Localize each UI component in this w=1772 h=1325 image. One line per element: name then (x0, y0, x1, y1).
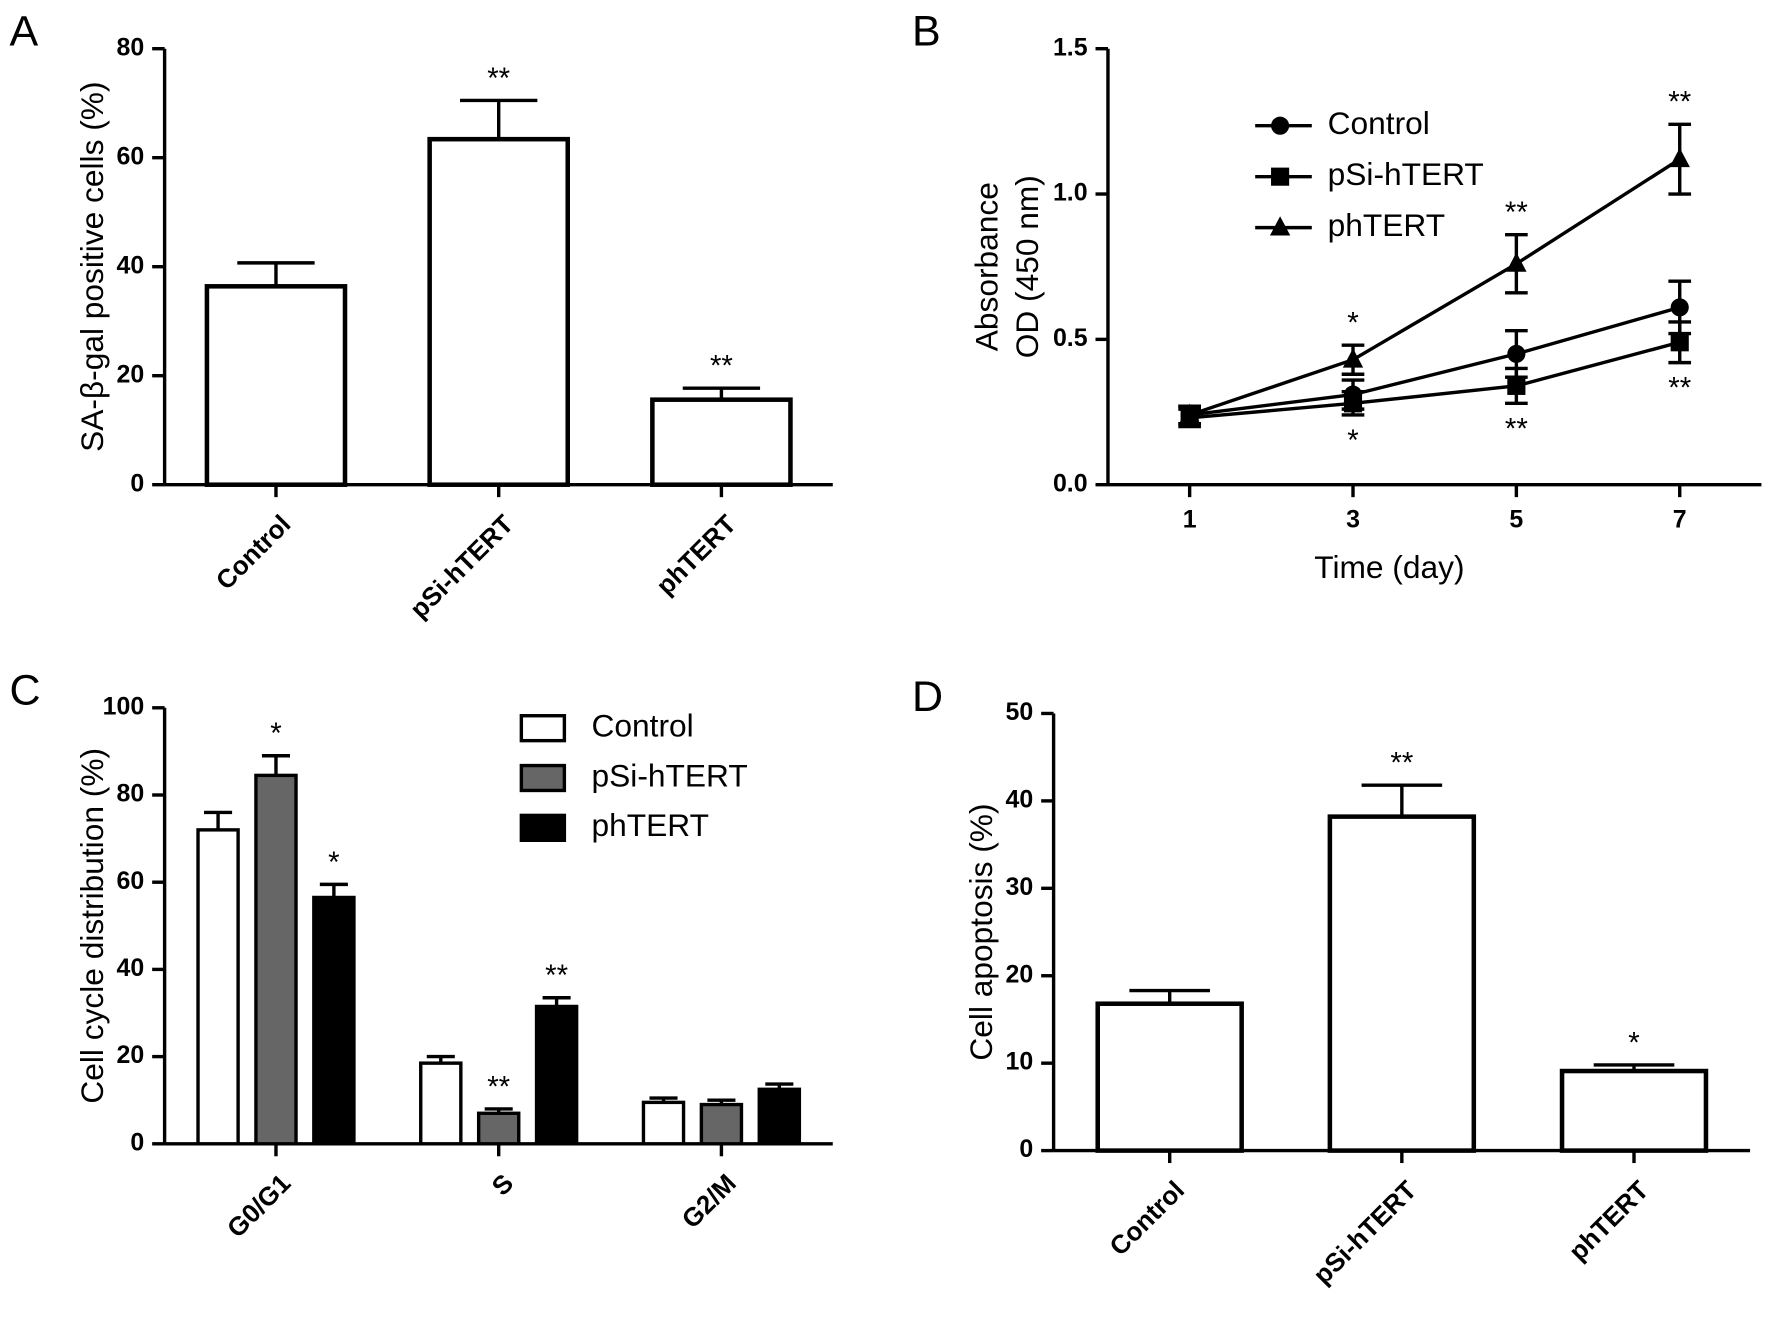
significance: ** (545, 959, 568, 992)
y-axis-title: Cell apoptosis (%) (963, 803, 999, 1060)
significance: ** (1505, 196, 1528, 229)
significance: * (328, 846, 339, 879)
marker (1506, 252, 1527, 272)
y-tick-label: 0.0 (1053, 469, 1088, 497)
legend-swatch (519, 813, 567, 842)
bar (419, 1061, 463, 1146)
significance: ** (1668, 86, 1691, 119)
y-tick-label: 0 (130, 469, 144, 497)
y-tick-label: 40 (1006, 785, 1034, 813)
bar (312, 895, 356, 1146)
y-tick-label: 0 (1019, 1135, 1033, 1163)
panel-label: D (912, 673, 943, 721)
bar (196, 828, 240, 1146)
y-tick-label: 60 (117, 142, 145, 170)
significance: ** (1390, 747, 1413, 780)
bar (427, 136, 571, 487)
legend-label: pSi-hTERT (592, 757, 748, 793)
panel-label: B (912, 7, 941, 55)
bar (254, 773, 298, 1146)
marker (1670, 333, 1689, 352)
marker (1670, 298, 1689, 317)
y-tick-label: 30 (1006, 873, 1034, 901)
marker (1179, 403, 1200, 423)
y-tick-label: 1.0 (1053, 179, 1088, 207)
bar (699, 1102, 744, 1146)
x-tick-label: Control (1103, 1175, 1190, 1262)
marker (1343, 394, 1363, 413)
marker (1507, 376, 1526, 395)
y-tick-label: 0.5 (1053, 324, 1088, 352)
y-tick-label: 20 (117, 1041, 145, 1069)
legend-label: phTERT (592, 807, 709, 843)
marker (1507, 344, 1526, 363)
y-tick-label: 40 (117, 251, 145, 279)
significance: ** (487, 1070, 510, 1103)
y-axis-title: OD (450 nm) (1009, 175, 1045, 358)
bar (204, 284, 348, 487)
significance: ** (710, 350, 733, 383)
y-tick-label: 40 (117, 954, 145, 982)
significance: ** (487, 62, 510, 95)
bar (641, 1100, 686, 1146)
y-tick-label: 10 (1006, 1048, 1034, 1076)
marker (1342, 348, 1364, 368)
marker (1669, 147, 1690, 168)
y-tick-label: 80 (117, 33, 145, 61)
legend-marker (1271, 116, 1290, 135)
bar (1327, 814, 1477, 1153)
legend-label: pSi-hTERT (1328, 156, 1484, 192)
bar (757, 1087, 802, 1146)
significance: * (1347, 307, 1358, 340)
line (1189, 340, 1681, 420)
x-tick-label: G0/G1 (221, 1168, 296, 1243)
significance: * (270, 717, 281, 750)
x-tick-label: 3 (1346, 506, 1360, 534)
legend-marker (1269, 216, 1291, 236)
legend-swatch (519, 714, 567, 743)
y-axis-title: Absorbance (968, 182, 1004, 351)
significance: * (1628, 1026, 1639, 1059)
y-tick-label: 50 (1006, 698, 1034, 726)
legend-label: phTERT (1328, 207, 1445, 243)
legend-swatch (519, 763, 567, 793)
y-tick-label: 60 (117, 867, 145, 895)
x-tick-label: phTERT (1563, 1175, 1655, 1267)
bar (1559, 1068, 1709, 1153)
y-axis-title: SA-β-gal positive cells (%) (74, 81, 110, 451)
y-tick-label: 0 (130, 1128, 144, 1156)
legend-label: Control (1328, 105, 1430, 141)
panel-label: A (9, 7, 38, 55)
legend-marker (1271, 167, 1290, 186)
x-tick-label: pSi-hTERT (404, 509, 519, 624)
y-tick-label: 100 (103, 692, 145, 720)
x-tick-label: phTERT (650, 509, 742, 601)
x-tick-label: 7 (1673, 506, 1687, 534)
bar (650, 397, 793, 487)
line (1189, 157, 1681, 417)
significance: * (1347, 424, 1358, 457)
y-tick-label: 1.5 (1053, 33, 1088, 61)
significance: ** (1668, 372, 1691, 405)
bar (1095, 1001, 1244, 1153)
panel-label: C (9, 666, 40, 714)
x-tick-label: 5 (1509, 506, 1523, 534)
x-tick-label: G2/M (676, 1168, 742, 1234)
y-axis-title: Cell cycle distribution (%) (74, 748, 110, 1104)
y-tick-label: 80 (117, 780, 145, 808)
y-tick-label: 20 (1006, 960, 1034, 988)
x-tick-label: S (486, 1168, 519, 1201)
line (1189, 305, 1681, 417)
x-tick-label: 1 (1183, 506, 1197, 534)
significance: ** (1505, 412, 1528, 445)
y-tick-label: 20 (117, 360, 145, 388)
x-tick-label: Control (210, 509, 297, 596)
legend-label: Control (592, 708, 694, 744)
x-axis-title: Time (day) (1314, 549, 1464, 585)
bar (534, 1004, 579, 1146)
x-tick-label: pSi-hTERT (1307, 1175, 1422, 1290)
bar (476, 1111, 521, 1146)
